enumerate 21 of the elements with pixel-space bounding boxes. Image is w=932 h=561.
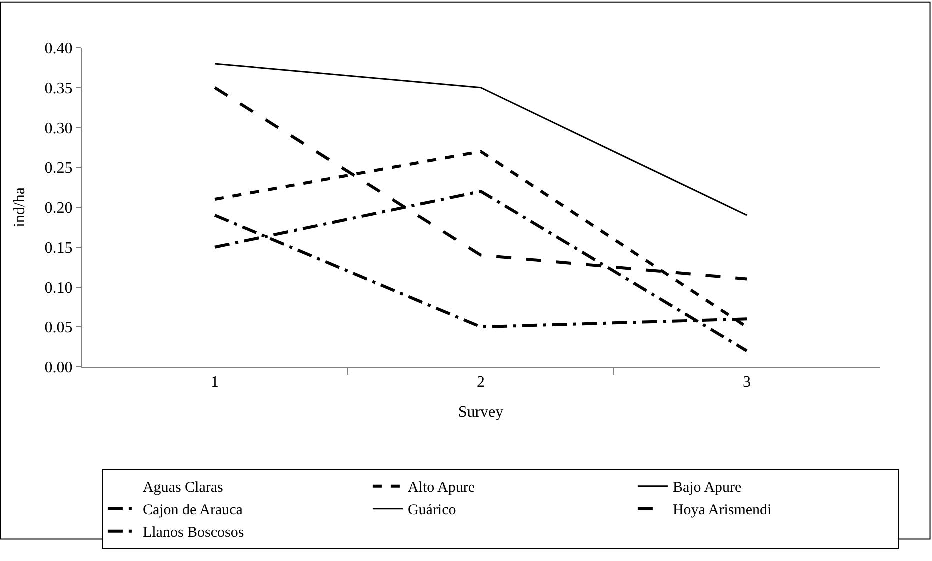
y-tick-label: 0.00 <box>44 360 73 377</box>
legend-label: Cajon de Arauca <box>142 502 244 519</box>
y-tick-label: 0.05 <box>44 320 73 337</box>
text: Aguas Claras <box>142 480 224 496</box>
y-tick-label: 0.30 <box>44 120 73 138</box>
y-tick-label: 0.35 <box>44 80 73 98</box>
x-tick-label: 1 <box>211 374 219 392</box>
y-tick-label: 0.10 <box>44 280 73 297</box>
y-tick-label: 0.20 <box>44 200 73 218</box>
y-tick-label: 0.15 <box>44 240 73 257</box>
y-tick-label: 0.40 <box>44 40 73 58</box>
legend-label: Alto Apure <box>408 480 476 496</box>
x-axis-title: Survey <box>458 404 504 421</box>
x-tick-label: 2 <box>477 374 485 392</box>
y-tick-label: 0.25 <box>44 160 73 178</box>
y-axis-title: ind/ha <box>12 188 29 228</box>
x-tick-label: 3 <box>743 374 751 392</box>
legend-label: Bajo Apure <box>672 480 742 496</box>
legend-label: Hoya Arismendi <box>672 502 772 519</box>
legend-label: Guárico <box>408 502 456 519</box>
legend-label: Llanos Boscosos <box>142 525 244 542</box>
